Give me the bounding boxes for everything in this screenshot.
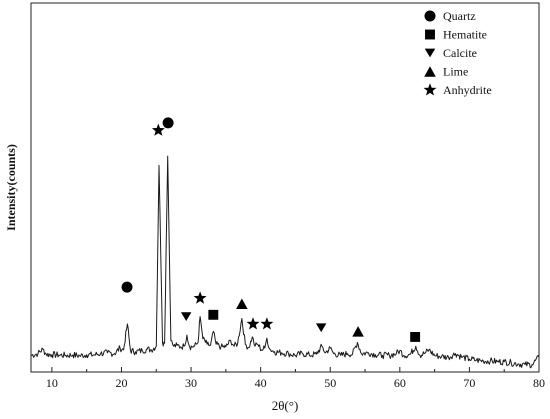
x-tick-label: 20 <box>115 376 127 390</box>
legend-marker-star <box>423 83 437 96</box>
peak-marker-star <box>260 317 274 330</box>
legend: Quartz Hematite Calcite Lime Anhydrite <box>423 9 492 97</box>
plot-area <box>30 155 540 369</box>
peak-marker-triangle-down <box>315 323 327 333</box>
peak-marker-triangle-up <box>352 326 364 337</box>
x-tick-label: 10 <box>46 376 58 390</box>
peak-marker-circle <box>162 117 174 129</box>
legend-label: Anhydrite <box>443 83 492 97</box>
legend-marker-triangle-down <box>424 48 436 58</box>
x-tick-label: 70 <box>463 376 475 390</box>
peak-marker-square <box>410 331 421 342</box>
x-tick-label: 80 <box>533 376 545 390</box>
peak-markers <box>121 117 421 342</box>
legend-label: Hematite <box>443 28 487 42</box>
x-tick-label: 40 <box>255 376 267 390</box>
x-tick-label: 30 <box>185 376 197 390</box>
legend-marker-square <box>425 29 435 40</box>
peak-marker-star <box>193 291 207 304</box>
peak-marker-star <box>151 123 165 136</box>
x-tick-label: 60 <box>394 376 406 390</box>
legend-label: Lime <box>443 65 468 79</box>
legend-label: Quartz <box>443 9 476 23</box>
plot-frame <box>30 2 540 373</box>
axes: 10 20 30 40 50 60 70 80 2θ(°) Intensity(counts) <box>4 2 545 413</box>
series-line-0 <box>30 155 540 369</box>
legend-marker-circle <box>424 10 436 22</box>
peak-marker-triangle-up <box>236 298 248 309</box>
x-axis-label: 2θ(°) <box>272 398 299 413</box>
legend-label: Calcite <box>443 46 477 60</box>
peak-marker-circle <box>121 281 133 293</box>
legend-marker-triangle-up <box>424 66 436 77</box>
peak-marker-star <box>246 317 260 330</box>
peak-marker-square <box>208 309 219 320</box>
peak-marker-triangle-down <box>180 312 192 322</box>
x-tick-label: 50 <box>324 376 336 390</box>
y-axis-label: Intensity(counts) <box>4 144 18 231</box>
